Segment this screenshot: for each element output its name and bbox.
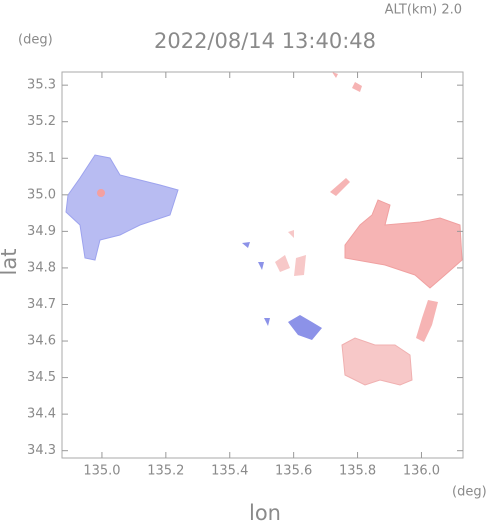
y-tick-label: 34.3 <box>27 443 56 458</box>
echo-red <box>275 230 306 276</box>
y-tick-label: 34.6 <box>27 334 56 349</box>
echo-areas <box>65 72 463 386</box>
y-tick-label: 35.3 <box>27 78 56 93</box>
x-tick-label: 136.0 <box>403 464 440 479</box>
chart-title: 2022/08/14 13:40:48 <box>154 29 376 53</box>
echo-red <box>330 178 350 196</box>
x-tick-label: 135.2 <box>147 464 184 479</box>
y-tick-label: 34.5 <box>27 370 56 385</box>
echo-blue <box>242 242 322 340</box>
echo-red <box>97 189 105 197</box>
y-tick-label: 34.9 <box>27 224 56 239</box>
echo-red <box>332 72 362 92</box>
y-tick-label: 35.1 <box>27 151 56 166</box>
x-unit: (deg) <box>452 485 487 500</box>
y-tick-label: 35.0 <box>27 187 56 202</box>
echo-red <box>344 199 463 289</box>
x-axis-label: lon <box>249 501 281 521</box>
y-tick-label: 34.7 <box>27 297 56 312</box>
y-tick-label: 35.2 <box>27 114 56 129</box>
y-unit: (deg) <box>18 33 53 48</box>
x-tick-label: 135.8 <box>339 464 376 479</box>
echo-red <box>341 337 413 386</box>
x-tick-label: 135.6 <box>275 464 312 479</box>
x-tick-label: 135.4 <box>211 464 248 479</box>
y-tick-label: 34.8 <box>27 260 56 275</box>
altitude-label: ALT(km) 2.0 <box>385 3 462 18</box>
y-axis-label: lat <box>0 249 21 276</box>
y-tick-label: 34.4 <box>27 407 56 422</box>
x-tick-label: 135.0 <box>83 464 120 479</box>
echo-red <box>416 300 438 342</box>
echo-blue <box>65 154 179 261</box>
